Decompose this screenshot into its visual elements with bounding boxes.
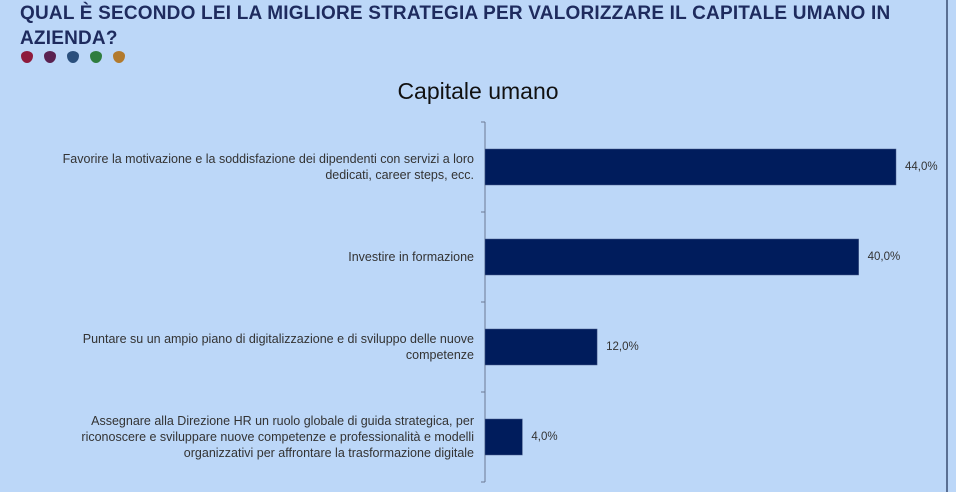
category-label: Investire in formazione: [348, 250, 474, 264]
bar: [484, 238, 859, 276]
page-title: QUAL È SECONDO LEI LA MIGLIORE STRATEGIA…: [20, 3, 891, 49]
dot-icon: [67, 51, 79, 63]
decorative-dots: [21, 51, 125, 63]
data-label: 12,0%: [606, 341, 639, 353]
category-label: Favorire la motivazione e la soddisfazio…: [62, 152, 474, 182]
data-label: 44,0%: [905, 161, 938, 173]
bar: [484, 148, 897, 186]
category-label: Assegnare alla Direzione HR un ruolo glo…: [81, 414, 474, 460]
chart-title: Capitale umano: [397, 78, 559, 104]
data-label: 4,0%: [531, 431, 558, 443]
data-label: 40,0%: [867, 251, 901, 263]
category-label: Puntare su un ampio piano di digitalizza…: [82, 332, 474, 362]
dot-icon: [44, 51, 56, 63]
bar: [484, 418, 523, 456]
dot-icon: [90, 51, 102, 63]
bar: [484, 328, 598, 366]
dot-icon: [113, 51, 125, 63]
slide-border: [946, 0, 948, 492]
dot-icon: [21, 51, 33, 63]
